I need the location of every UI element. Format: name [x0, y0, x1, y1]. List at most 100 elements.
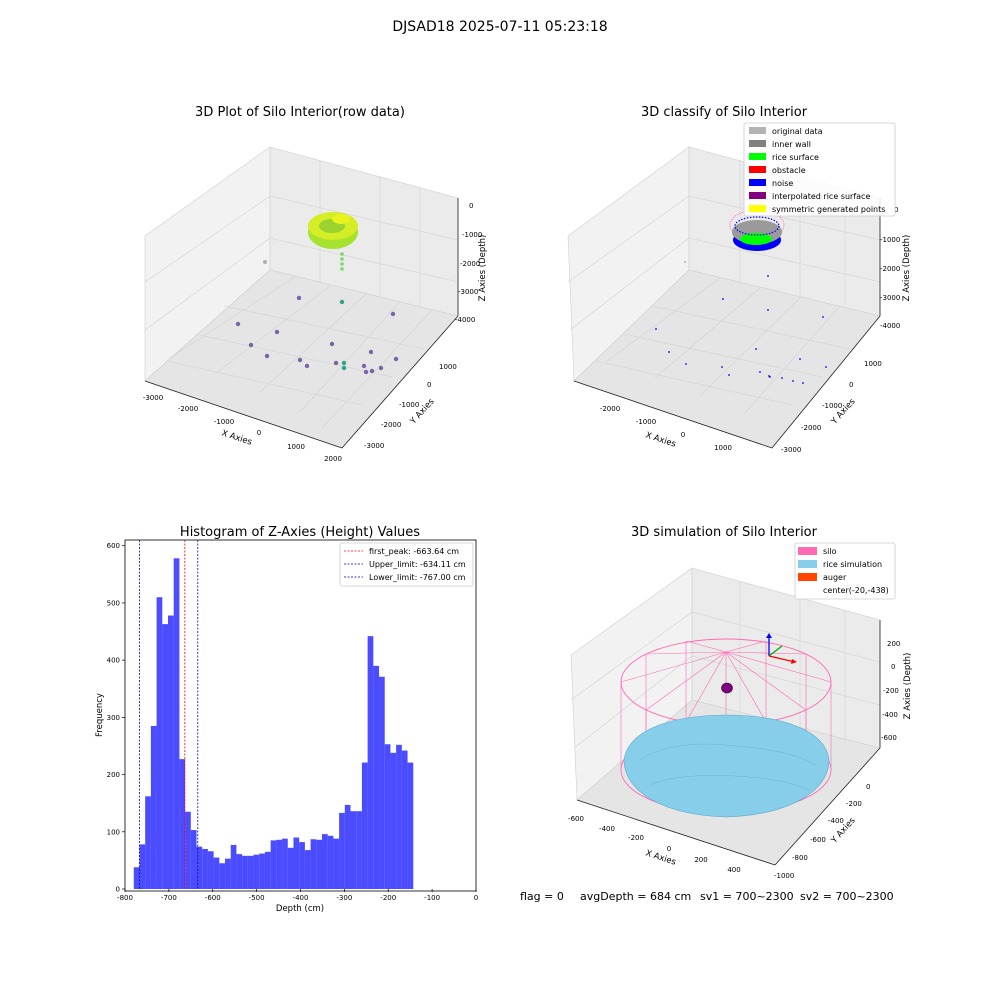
tick-label: 600 — [107, 542, 120, 550]
histogram-bar — [390, 752, 397, 889]
simulation-legend: silo rice simulation auger center(-20,-4… — [794, 542, 896, 600]
raw-z-label: Z Axies (Depth) — [478, 235, 488, 302]
histogram-bar — [173, 558, 180, 889]
histogram-bar — [247, 855, 254, 889]
tick-label: -400 — [293, 894, 309, 902]
tick-label: -3000 — [143, 394, 163, 402]
histogram-bar — [401, 750, 408, 889]
classify-z-label: Z Axies (Depth) — [902, 235, 912, 302]
histogram-panel: Histogram of Z-Axies (Height) Values -80… — [95, 525, 478, 914]
raw-3d-axes — [144, 146, 459, 449]
tick-label: 0 — [427, 381, 431, 389]
tick-label: -1000 — [774, 872, 794, 880]
histogram-bar — [162, 624, 168, 889]
legend-entry-obstacle: obstacle — [772, 166, 806, 175]
tick-label: -800 — [117, 894, 133, 902]
histogram-bar — [310, 839, 317, 889]
tick-label: -1000 — [822, 402, 842, 410]
flag-text: flag = 0 — [520, 890, 564, 903]
classify-z-ticks: -4000 -3000 -2000 -1000 0 Z Axies (Depth… — [880, 206, 912, 330]
histogram-bar — [350, 811, 357, 889]
histogram-bar — [333, 838, 340, 889]
sv1-text: sv1 = 700~2300 — [700, 890, 794, 903]
histogram-bar — [202, 848, 208, 889]
tick-label: 0 — [474, 894, 478, 902]
classify-x-label: X Axies — [644, 430, 677, 449]
tick-label: -4000 — [455, 316, 475, 324]
histogram-bar — [190, 830, 197, 889]
tick-label: 200 — [694, 856, 707, 864]
histogram-bar — [145, 796, 151, 889]
tick-label: 0 — [866, 783, 870, 791]
histogram-bar — [253, 854, 260, 889]
legend-entry-auger: auger — [823, 573, 847, 582]
histogram-bar — [379, 676, 385, 889]
tick-label: -200 — [883, 687, 899, 695]
raw-panel-title: 3D Plot of Silo Interior(row data) — [195, 105, 405, 120]
tick-label: -600 — [881, 734, 897, 742]
legend-swatch — [798, 560, 817, 568]
tick-label: -400 — [599, 825, 615, 833]
legend-entry-upper-limit: Upper_limit: -634.11 cm — [369, 560, 466, 569]
histogram-title: Histogram of Z-Axies (Height) Values — [180, 525, 420, 540]
tick-label: 0 — [257, 429, 261, 437]
tick-label: -700 — [161, 894, 177, 902]
legend-swatch — [749, 153, 766, 160]
tick-label: -4000 — [880, 322, 900, 330]
histogram-bar — [282, 838, 288, 889]
tick-label: -3000 — [458, 288, 478, 296]
simulation-panel-title: 3D simulation of Silo Interior — [631, 525, 818, 540]
tick-label: -600 — [810, 836, 826, 844]
tick-label: -2000 — [880, 265, 900, 273]
histogram-bar — [167, 615, 174, 889]
legend-entry-inner-wall: inner wall — [772, 140, 811, 149]
legend-swatch — [749, 179, 766, 186]
classify-scatter-points — [655, 209, 827, 384]
histogram-bar — [299, 842, 305, 889]
legend-entry-center: center(-20,-438) — [823, 586, 889, 595]
histogram-legend: first_peak: -663.64 cm Upper_limit: -634… — [339, 542, 474, 587]
tick-label: 0 — [667, 845, 671, 853]
histogram-bar — [316, 839, 322, 889]
tick-label: -200 — [628, 834, 644, 842]
tick-label: 0 — [116, 886, 120, 894]
legend-swatch — [749, 205, 766, 212]
classify-panel: 3D classify of Silo Interior — [567, 105, 912, 454]
histogram-bar — [293, 837, 300, 889]
histogram-bar — [356, 811, 362, 889]
histogram-bar — [236, 854, 243, 889]
raw-scatter-points — [235, 212, 399, 375]
histogram-x-label: Depth (cm) — [276, 904, 324, 914]
tick-label: -2000 — [381, 421, 401, 429]
histogram-bar — [185, 811, 191, 889]
histogram-bar — [327, 835, 334, 889]
tick-label: 0 — [891, 663, 895, 671]
legend-swatch — [749, 127, 766, 134]
histogram-bar — [196, 846, 203, 889]
histogram-bar — [304, 850, 311, 889]
rice-simulation-surface — [623, 714, 830, 818]
tick-label: 200 — [107, 771, 120, 779]
histogram-bar — [150, 725, 157, 889]
tick-label: 0 — [849, 381, 853, 389]
tick-label: -1000 — [399, 401, 419, 409]
tick-label: 300 — [107, 714, 120, 722]
histogram-bar — [133, 867, 140, 889]
tick-label: -1000 — [636, 418, 656, 426]
figure-title: DJSAD18 2025-07-11 05:23:18 — [392, 19, 607, 35]
avg-depth-text: avgDepth = 684 cm — [580, 890, 691, 903]
tick-label: 0 — [469, 202, 473, 210]
tick-label: -2000 — [460, 260, 480, 268]
tick-label: -2000 — [801, 424, 821, 432]
histogram-bar — [270, 840, 277, 889]
histogram-bar — [361, 762, 368, 889]
raw-x-label: X Axies — [220, 428, 253, 447]
histogram-x-ticks: -800 -700 -600 -500 -400 -300 -200 -100 0 — [117, 889, 478, 902]
tick-label: -2000 — [600, 405, 620, 413]
tick-label: -200 — [846, 800, 862, 808]
histogram-bars — [133, 558, 414, 889]
histogram-bar — [373, 665, 380, 889]
histogram-bar — [367, 636, 374, 889]
legend-swatch — [798, 547, 817, 555]
raw-z-ticks: -4000 -3000 -2000 -1000 0 Z Axies (Depth… — [455, 202, 488, 324]
